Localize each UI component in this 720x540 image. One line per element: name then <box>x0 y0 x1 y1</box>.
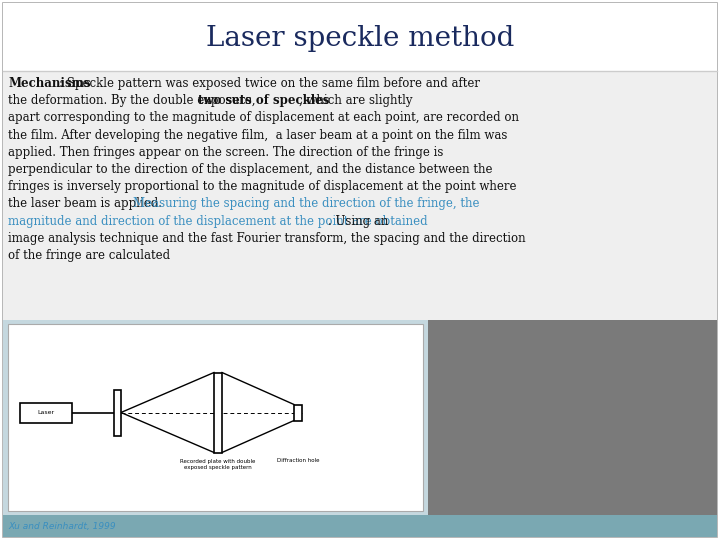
Text: . Using an: . Using an <box>328 214 388 227</box>
Text: Diffraction hole: Diffraction hole <box>276 458 319 463</box>
Text: perpendicular to the direction of the displacement, and the distance between the: perpendicular to the direction of the di… <box>8 163 492 176</box>
Bar <box>428 320 717 537</box>
Text: : Speckle pattern was exposed twice on the same film before and after: : Speckle pattern was exposed twice on t… <box>58 77 480 90</box>
Text: of the fringe are calculated: of the fringe are calculated <box>8 249 170 262</box>
Text: two sets of speckles: two sets of speckles <box>198 94 329 107</box>
Bar <box>3 515 717 537</box>
Bar <box>294 404 302 421</box>
Text: image analysis technique and the fast Fourier transform, the spacing and the dir: image analysis technique and the fast Fo… <box>8 232 526 245</box>
Bar <box>20 402 72 422</box>
Text: fringes is inversely proportional to the magnitude of displacement at the point : fringes is inversely proportional to the… <box>8 180 516 193</box>
Text: the deformation. By the double exposure,: the deformation. By the double exposure, <box>8 94 259 107</box>
Bar <box>214 373 222 453</box>
Bar <box>3 71 717 320</box>
Text: Laser speckle method: Laser speckle method <box>206 25 514 52</box>
Text: Mechanisms: Mechanisms <box>8 77 91 90</box>
Bar <box>114 389 121 435</box>
Text: the film. After developing the negative film,  a laser beam at a point on the fi: the film. After developing the negative … <box>8 129 508 141</box>
Text: Measuring the spacing and the direction of the fringe, the: Measuring the spacing and the direction … <box>133 198 480 211</box>
Text: apart corresponding to the magnitude of displacement at each point, are recorded: apart corresponding to the magnitude of … <box>8 111 519 124</box>
Bar <box>3 320 428 537</box>
Text: Recorded plate with double
exposed speckle pattern: Recorded plate with double exposed speck… <box>180 458 256 470</box>
Text: Laser: Laser <box>37 410 55 415</box>
Text: , which are slightly: , which are slightly <box>299 94 413 107</box>
Bar <box>8 324 423 511</box>
Text: applied. Then fringes appear on the screen. The direction of the fringe is: applied. Then fringes appear on the scre… <box>8 146 444 159</box>
Text: Xu and Reinhardt, 1999: Xu and Reinhardt, 1999 <box>8 522 116 530</box>
Text: the laser beam is applied.: the laser beam is applied. <box>8 198 166 211</box>
Text: magnitude and direction of the displacement at the point are obtained: magnitude and direction of the displacem… <box>8 214 428 227</box>
Bar <box>3 3 717 71</box>
